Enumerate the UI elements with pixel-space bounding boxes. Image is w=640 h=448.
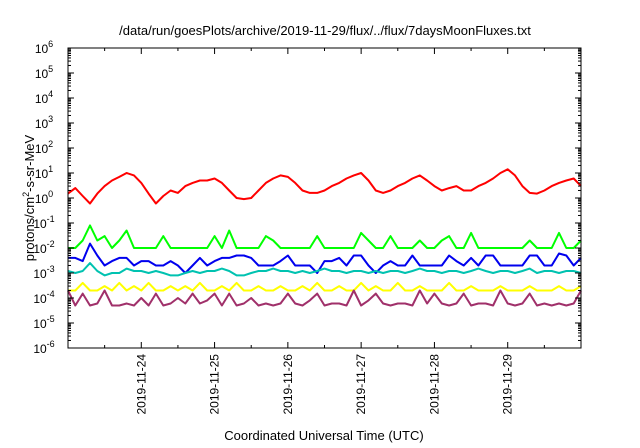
y-axis-label-main: protons/cm xyxy=(22,197,37,261)
x-tick-label: 2019-11-27 xyxy=(354,354,368,415)
y-tick-label: 105 xyxy=(35,64,53,81)
x-axis-label: Coordinated Universal Time (UTC) xyxy=(224,428,423,443)
y-tick-label: 10-2 xyxy=(33,239,54,256)
y-axis-label-superscript: 2 xyxy=(21,192,31,197)
y-tick-label: 100 xyxy=(35,189,53,206)
y-tick-label: 106 xyxy=(35,39,53,56)
y-tick-label: 102 xyxy=(35,139,53,156)
y-tick-label: 104 xyxy=(35,89,53,106)
x-tick-label: 2019-11-25 xyxy=(208,354,222,415)
y-axis: 10-6 10-5 10-4 10-3 10-2 10-1 100 101 102 103 104 1… xyxy=(33,39,581,356)
y-tick-label: 101 xyxy=(35,164,53,181)
series-layer xyxy=(67,168,582,307)
x-tick-label: 2019-11-26 xyxy=(281,354,295,415)
series-line-2 xyxy=(68,224,582,249)
series-line-3 xyxy=(68,242,582,274)
x-axis: 2019-11-24 2019-11-25 2019-11-26 2019-11-27… xyxy=(104,48,545,415)
y-tick-label: 103 xyxy=(35,114,53,131)
series-line-5 xyxy=(68,281,582,292)
y-axis-label: protons/cm2-s-sr-MeV xyxy=(21,134,37,261)
x-tick-label: 2019-11-28 xyxy=(427,354,441,415)
y-axis-label-rest: -s-sr-MeV xyxy=(22,134,37,191)
series-line-4 xyxy=(67,262,582,277)
y-tick-label: 10-5 xyxy=(33,314,54,331)
chart-title: /data/run/goesPlots/archive/2019-11-29/f… xyxy=(119,23,531,38)
series-line-6 xyxy=(67,289,582,307)
y-tick-label: 10-1 xyxy=(33,214,54,231)
x-tick-label: 2019-11-29 xyxy=(501,354,515,415)
series-line-1 xyxy=(67,168,582,205)
y-tick-label: 10-4 xyxy=(33,289,54,306)
x-tick-label: 2019-11-24 xyxy=(134,354,148,415)
y-tick-label: 10-6 xyxy=(33,339,54,356)
y-tick-label: 10-3 xyxy=(33,264,54,281)
